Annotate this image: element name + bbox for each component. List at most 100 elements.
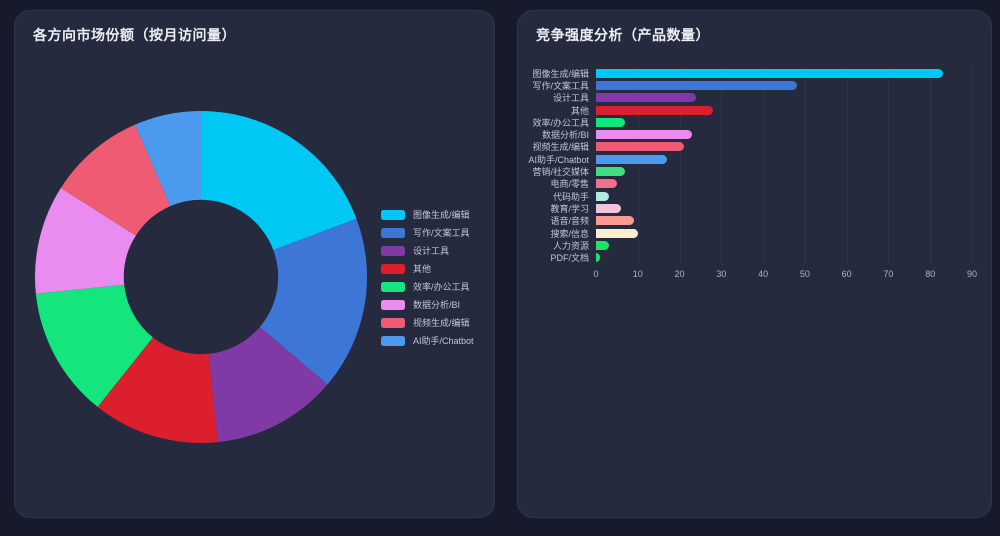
category-label: 教育/学习	[550, 203, 589, 214]
legend-item[interactable]: 数据分析/BI	[381, 299, 474, 310]
category-label: 营销/社交媒体	[532, 167, 589, 178]
bar[interactable]	[596, 228, 638, 238]
competition-card: 竞争强度分析（产品数量） 图像生成/编辑 写作/文案工具 设计工具 其他 效率/办公工具…	[517, 10, 992, 518]
donut-segment[interactable]	[208, 326, 328, 443]
category-label: 视频生成/编辑	[532, 142, 589, 153]
bar[interactable]	[596, 253, 601, 263]
bar[interactable]	[596, 216, 634, 226]
bar-row	[596, 67, 972, 79]
donut-chart	[35, 111, 368, 443]
legend-swatch	[381, 245, 405, 256]
bar-row	[596, 92, 972, 104]
bar-row	[596, 202, 972, 214]
axis-tick-label: 0	[593, 268, 599, 279]
bar-row	[596, 141, 972, 153]
bar[interactable]	[596, 179, 617, 189]
bar[interactable]	[596, 117, 626, 127]
bar[interactable]	[596, 203, 622, 213]
legend-label: 其他	[413, 264, 432, 274]
donut-segment[interactable]	[35, 188, 136, 294]
bar-row	[596, 79, 972, 91]
pie-legend: 图像生成/编辑 写作/文案工具 设计工具其他效率/办公工具数据分析/BI 视频生成/编…	[381, 209, 474, 346]
bar[interactable]	[596, 167, 626, 177]
category-label: 图像生成/编辑	[532, 68, 589, 79]
category-label: AI助手/Chatbot	[528, 154, 589, 165]
gridline	[763, 67, 765, 264]
gridline	[679, 67, 681, 264]
bar-plot-area	[596, 67, 973, 264]
category-label: 人力资源	[552, 240, 589, 251]
legend-swatch	[381, 209, 405, 220]
legend-label: 图像生成/编辑	[413, 210, 470, 220]
market-share-card: 各方向市场份额（按月访问量） 图像生成/编辑 写作/文案工具 设计工具其他效率/办公…	[14, 10, 495, 518]
legend-item[interactable]: 写作/文案工具	[381, 227, 474, 238]
category-label: 电商/零售	[550, 179, 589, 190]
legend-item[interactable]: AI助手/Chatbot	[381, 335, 474, 346]
bar-row	[596, 104, 972, 116]
axis-tick-label: 20	[674, 268, 685, 279]
legend-swatch	[381, 335, 405, 346]
bar-row	[596, 190, 972, 202]
bar-row	[596, 178, 972, 190]
legend-swatch	[381, 227, 405, 238]
category-label: 数据分析/BI	[541, 130, 589, 141]
legend-swatch	[381, 317, 405, 328]
bar[interactable]	[596, 68, 943, 78]
category-label: 搜索/信息	[550, 228, 589, 239]
donut-segment[interactable]	[35, 284, 153, 407]
legend-label: 效率/办公工具	[413, 282, 470, 292]
category-label: 设计工具	[552, 93, 589, 104]
legend-label: 视频生成/编辑	[413, 318, 470, 328]
bar-row	[596, 128, 972, 140]
donut-segment[interactable]	[201, 111, 357, 250]
donut-segment[interactable]	[60, 124, 171, 236]
legend-item[interactable]: 视频生成/编辑	[381, 317, 474, 328]
bar[interactable]	[596, 105, 713, 115]
bar[interactable]	[596, 191, 609, 201]
gridline	[888, 67, 890, 264]
bar-chart-title: 竞争强度分析（产品数量）	[536, 27, 710, 43]
axis-tick-label: 10	[632, 268, 643, 279]
category-label: 代码助手	[552, 191, 589, 202]
legend-swatch	[381, 263, 405, 274]
category-label: 语音/音频	[550, 216, 589, 227]
axis-tick-label: 50	[799, 268, 810, 279]
donut-segment[interactable]	[259, 218, 368, 385]
bar-row	[596, 215, 972, 227]
legend-item[interactable]: 设计工具	[381, 245, 474, 256]
gridline	[721, 67, 723, 264]
category-label: 效率/办公工具	[532, 117, 589, 128]
bar[interactable]	[596, 130, 693, 140]
bar[interactable]	[596, 240, 609, 250]
gridline	[637, 67, 639, 264]
legend-swatch	[381, 281, 405, 292]
legend-label: 写作/文案工具	[413, 228, 470, 238]
donut-segment[interactable]	[97, 337, 218, 443]
gridline	[930, 67, 932, 264]
bar-row	[596, 153, 972, 165]
legend-label: 设计工具	[413, 246, 450, 256]
legend-item[interactable]: 效率/办公工具	[381, 281, 474, 292]
bar[interactable]	[596, 154, 668, 164]
donut-segment[interactable]	[135, 111, 201, 207]
axis-tick-label: 60	[841, 268, 852, 279]
bar[interactable]	[596, 93, 697, 103]
gridline	[846, 67, 848, 264]
axis-tick-label: 90	[966, 268, 978, 279]
legend-item[interactable]: 图像生成/编辑	[381, 209, 474, 220]
gridline	[972, 67, 973, 264]
bar[interactable]	[596, 80, 797, 90]
bar-row	[596, 165, 972, 177]
bar-row	[596, 116, 972, 128]
axis-tick-label: 30	[716, 268, 727, 279]
bar-row	[596, 251, 972, 263]
bar-row	[596, 227, 972, 239]
legend-swatch	[381, 299, 405, 310]
legend-item[interactable]: 其他	[381, 263, 474, 274]
pie-chart-title: 各方向市场份额（按月访问量）	[33, 27, 236, 43]
bar[interactable]	[596, 142, 684, 152]
axis-tick-label: 80	[925, 268, 936, 279]
bar-chart: 图像生成/编辑 写作/文案工具 设计工具 其他 效率/办公工具 数据分析/BI 视频生成/编…	[528, 67, 977, 283]
x-axis: 0 10 20 30 40 50 60 70 80 90	[593, 268, 977, 283]
